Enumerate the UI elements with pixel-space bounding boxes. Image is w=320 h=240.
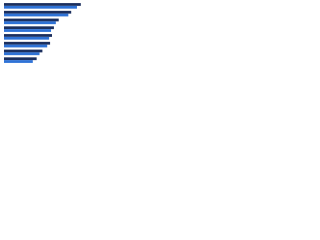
bar [4, 41, 51, 45]
bar [4, 10, 72, 14]
bar [4, 21, 56, 25]
bar [4, 57, 37, 61]
bar [4, 18, 59, 22]
bar [4, 3, 81, 6]
bar [4, 60, 33, 63]
bar [4, 36, 50, 40]
bar [4, 52, 40, 56]
chart [4, 3, 81, 63]
bar [4, 44, 48, 48]
bar [4, 34, 52, 37]
page: {"chart_data": {"type": "bar", "orientat… [0, 0, 100, 71]
bar [4, 13, 69, 17]
bar [4, 29, 52, 32]
bar [4, 26, 54, 30]
bar [4, 5, 77, 9]
bar [4, 49, 43, 53]
